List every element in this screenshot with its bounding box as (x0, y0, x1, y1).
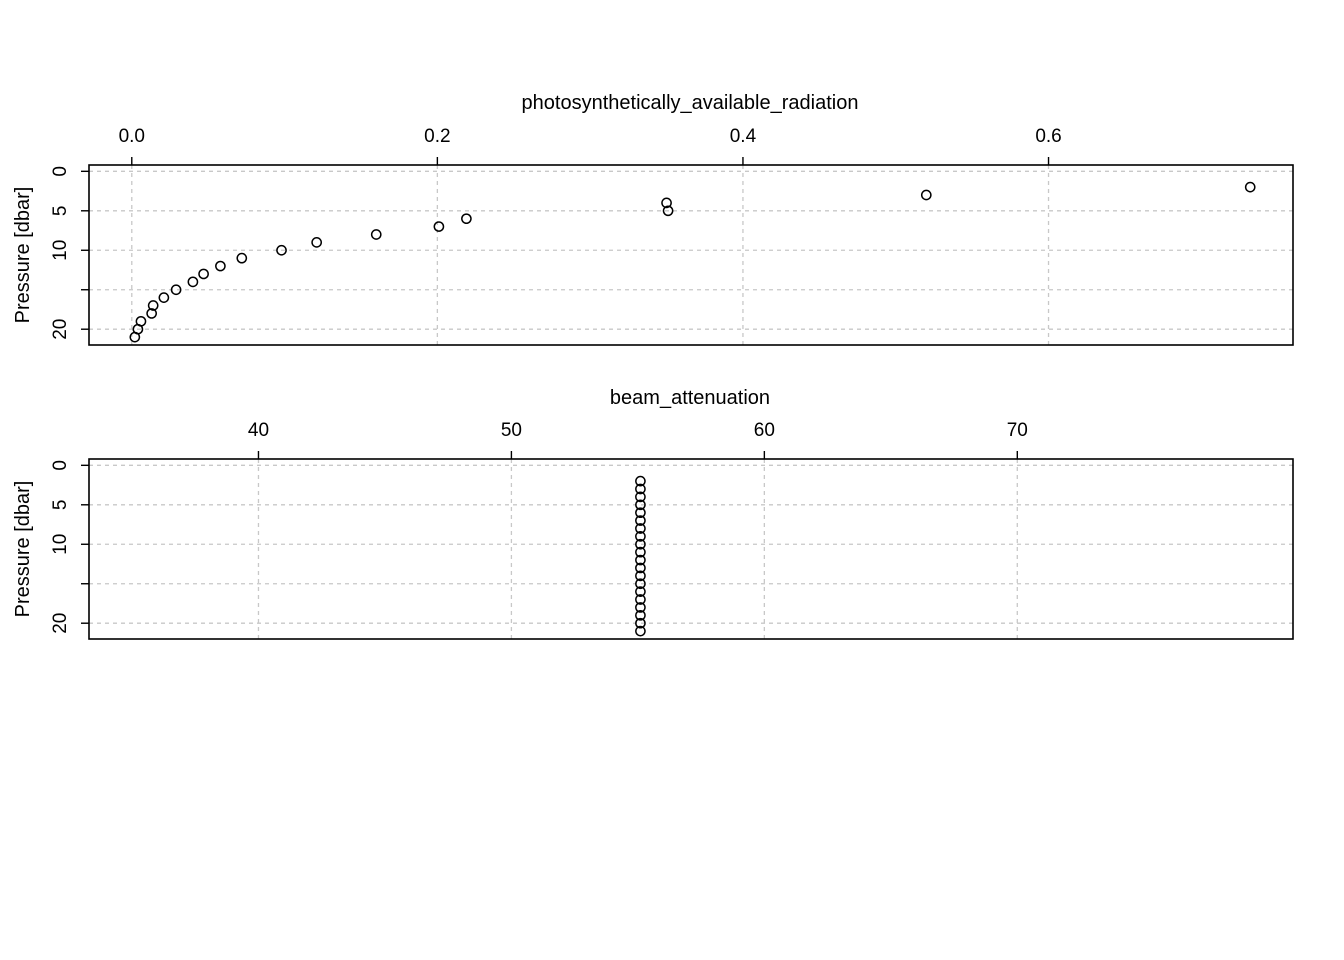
par-y-tick-label-2: 10 (50, 240, 71, 261)
beam-data-point-2 (635, 491, 646, 503)
par-y-tick-label-1: 5 (50, 206, 71, 217)
beam-x-tick-label-1: 50 (501, 420, 522, 441)
beam-x-tick-label-2: 60 (754, 420, 775, 441)
beam-x-axis-title: beam_attenuation (610, 387, 770, 409)
beam-data-point-1 (635, 483, 646, 495)
par-data-point-9 (236, 252, 248, 264)
par-data-point-16 (146, 308, 157, 319)
beam-data-point-10 (635, 554, 646, 566)
beam-data-point-0 (635, 475, 646, 487)
par-x-axis-title: photosynthetically_available_radiation (522, 92, 859, 114)
par-data-point-5 (433, 221, 445, 232)
par-plot-frame (88, 164, 1294, 346)
par-data-point-4 (461, 213, 472, 225)
par-data-point-15 (147, 300, 159, 311)
beam-data-point-12 (635, 570, 646, 582)
par-data-point-7 (311, 237, 323, 248)
beam-x-tick-label-3: 70 (1007, 420, 1028, 441)
beam-data-point-13 (635, 578, 646, 590)
par-data-point-3 (662, 205, 674, 217)
par-data-point-19 (129, 331, 141, 343)
beam-data-point-8 (635, 538, 646, 550)
par-data-point-10 (215, 260, 226, 272)
beam-data-point-18 (635, 617, 646, 629)
par-data-point-8 (276, 244, 287, 256)
beam-data-point-17 (635, 609, 646, 621)
par-panel: photosynthetically_available_radiation P… (12, 92, 1294, 346)
beam-data-point-19 (635, 625, 646, 637)
beam-y-tick-label-1: 5 (50, 500, 71, 511)
par-x-tick-label-2: 0.4 (730, 126, 757, 147)
beam-x-tick-label-0: 40 (248, 420, 269, 441)
beam-y-tick-label-2: 10 (50, 534, 71, 555)
beam-data-point-14 (635, 586, 646, 597)
par-data-point-0 (1244, 181, 1256, 193)
par-data-point-2 (661, 197, 672, 209)
beam-data-point-4 (635, 507, 646, 519)
beam-data-point-9 (635, 546, 646, 558)
beam-y-tick-label-0: 0 (50, 460, 71, 471)
beam-attenuation-panel: beam_attenuation Pressure [dbar] 40 50 60 7… (12, 387, 1294, 640)
par-data-point-13 (170, 284, 182, 296)
beam-data-point-11 (635, 562, 646, 574)
beam-data-point-3 (635, 499, 646, 511)
beam-plot-frame (88, 458, 1294, 640)
beam-data-point-16 (635, 602, 646, 613)
beam-y-tick-label-4: 20 (50, 613, 71, 634)
par-y-axis-title: Pressure [dbar] (12, 187, 34, 324)
beam-data-point-15 (635, 594, 646, 605)
par-x-tick-label-0: 0.0 (119, 126, 145, 147)
par-data-point-11 (198, 268, 209, 280)
par-data-point-1 (920, 189, 932, 201)
beam-data-point-7 (635, 531, 646, 542)
par-data-point-6 (370, 229, 382, 240)
beam-data-point-5 (635, 515, 646, 526)
par-y-tick-label-0: 0 (50, 166, 71, 177)
par-x-tick-label-3: 0.6 (1035, 126, 1061, 147)
par-data-point-12 (187, 276, 199, 288)
par-x-tick-label-1: 0.2 (424, 126, 450, 147)
par-data-point-14 (158, 292, 170, 303)
beam-y-axis-title: Pressure [dbar] (12, 481, 34, 618)
beam-data-point-6 (635, 523, 646, 534)
par-y-tick-label-4: 20 (50, 319, 71, 340)
